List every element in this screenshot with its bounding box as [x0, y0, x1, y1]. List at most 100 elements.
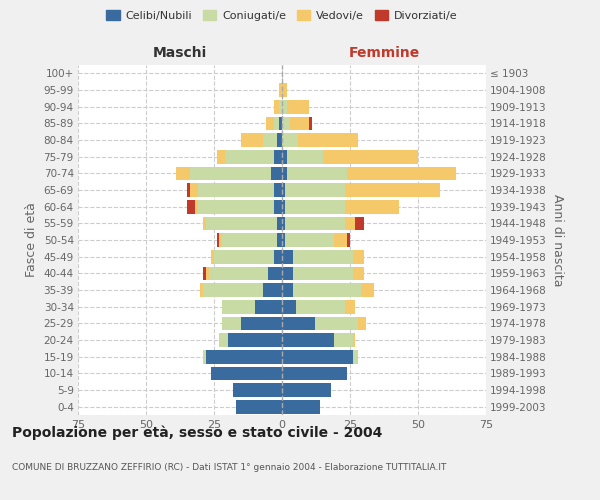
Bar [282, 366, 347, 380]
Legend: Celibi/Nubili, Coniugati/e, Vedovi/e, Divorziati/e: Celibi/Nubili, Coniugati/e, Vedovi/e, Di… [102, 6, 462, 25]
Bar [274, 200, 282, 213]
Bar [282, 200, 285, 213]
Bar [227, 333, 282, 347]
Bar [353, 333, 355, 347]
Bar [203, 283, 263, 297]
Bar [222, 316, 241, 330]
Bar [334, 233, 347, 247]
Bar [282, 150, 287, 164]
Bar [287, 100, 309, 114]
Bar [285, 183, 344, 197]
Bar [277, 216, 282, 230]
Bar [287, 150, 323, 164]
Bar [266, 116, 274, 130]
Bar [285, 233, 334, 247]
Bar [282, 300, 296, 314]
Bar [353, 266, 364, 280]
Text: Maschi: Maschi [153, 46, 207, 60]
Bar [263, 283, 282, 297]
Text: Femmine: Femmine [349, 46, 419, 60]
Bar [274, 250, 282, 264]
Bar [268, 266, 282, 280]
Bar [217, 150, 225, 164]
Bar [203, 216, 206, 230]
Bar [314, 316, 358, 330]
Bar [353, 350, 358, 364]
Bar [206, 350, 282, 364]
Text: COMUNE DI BRUZZANO ZEFFIRIO (RC) - Dati ISTAT 1° gennaio 2004 - Elaborazione TUT: COMUNE DI BRUZZANO ZEFFIRIO (RC) - Dati … [12, 463, 446, 472]
Bar [241, 316, 282, 330]
Bar [220, 233, 222, 247]
Bar [197, 183, 274, 197]
Bar [282, 233, 285, 247]
Bar [309, 116, 312, 130]
Bar [220, 333, 227, 347]
Bar [282, 250, 293, 264]
Text: Popolazione per età, sesso e stato civile - 2004: Popolazione per età, sesso e stato civil… [12, 426, 382, 440]
Bar [344, 216, 355, 230]
Bar [255, 300, 282, 314]
Bar [293, 250, 353, 264]
Bar [277, 133, 282, 147]
Bar [277, 233, 282, 247]
Bar [274, 116, 279, 130]
Bar [225, 150, 274, 164]
Bar [241, 133, 263, 147]
Bar [209, 266, 268, 280]
Bar [195, 200, 197, 213]
Bar [197, 200, 274, 213]
Bar [200, 283, 203, 297]
Y-axis label: Anni di nascita: Anni di nascita [551, 194, 563, 286]
Bar [206, 266, 209, 280]
Bar [217, 233, 220, 247]
Bar [355, 216, 364, 230]
Bar [285, 200, 344, 213]
Bar [187, 183, 190, 197]
Bar [282, 100, 287, 114]
Bar [282, 166, 287, 180]
Bar [203, 266, 206, 280]
Bar [282, 400, 320, 413]
Bar [344, 200, 399, 213]
Bar [334, 333, 353, 347]
Bar [282, 383, 331, 397]
Bar [233, 383, 282, 397]
Bar [279, 83, 282, 97]
Bar [274, 150, 282, 164]
Bar [282, 133, 298, 147]
Bar [190, 183, 197, 197]
Bar [282, 333, 334, 347]
Bar [282, 350, 353, 364]
Bar [279, 100, 282, 114]
Bar [236, 400, 282, 413]
Y-axis label: Fasce di età: Fasce di età [25, 202, 38, 278]
Bar [347, 166, 456, 180]
Bar [282, 116, 290, 130]
Bar [285, 216, 344, 230]
Bar [358, 316, 367, 330]
Bar [176, 166, 190, 180]
Bar [282, 183, 285, 197]
Bar [296, 300, 344, 314]
Bar [293, 283, 361, 297]
Bar [206, 216, 277, 230]
Bar [187, 200, 195, 213]
Bar [361, 283, 374, 297]
Bar [279, 116, 282, 130]
Bar [353, 250, 364, 264]
Bar [274, 100, 279, 114]
Bar [282, 266, 293, 280]
Bar [203, 350, 206, 364]
Bar [298, 133, 358, 147]
Bar [190, 166, 271, 180]
Bar [282, 216, 285, 230]
Bar [323, 150, 418, 164]
Bar [290, 116, 309, 130]
Bar [287, 166, 347, 180]
Bar [274, 183, 282, 197]
Bar [222, 233, 277, 247]
Bar [263, 133, 277, 147]
Bar [211, 250, 214, 264]
Bar [344, 300, 355, 314]
Bar [282, 316, 314, 330]
